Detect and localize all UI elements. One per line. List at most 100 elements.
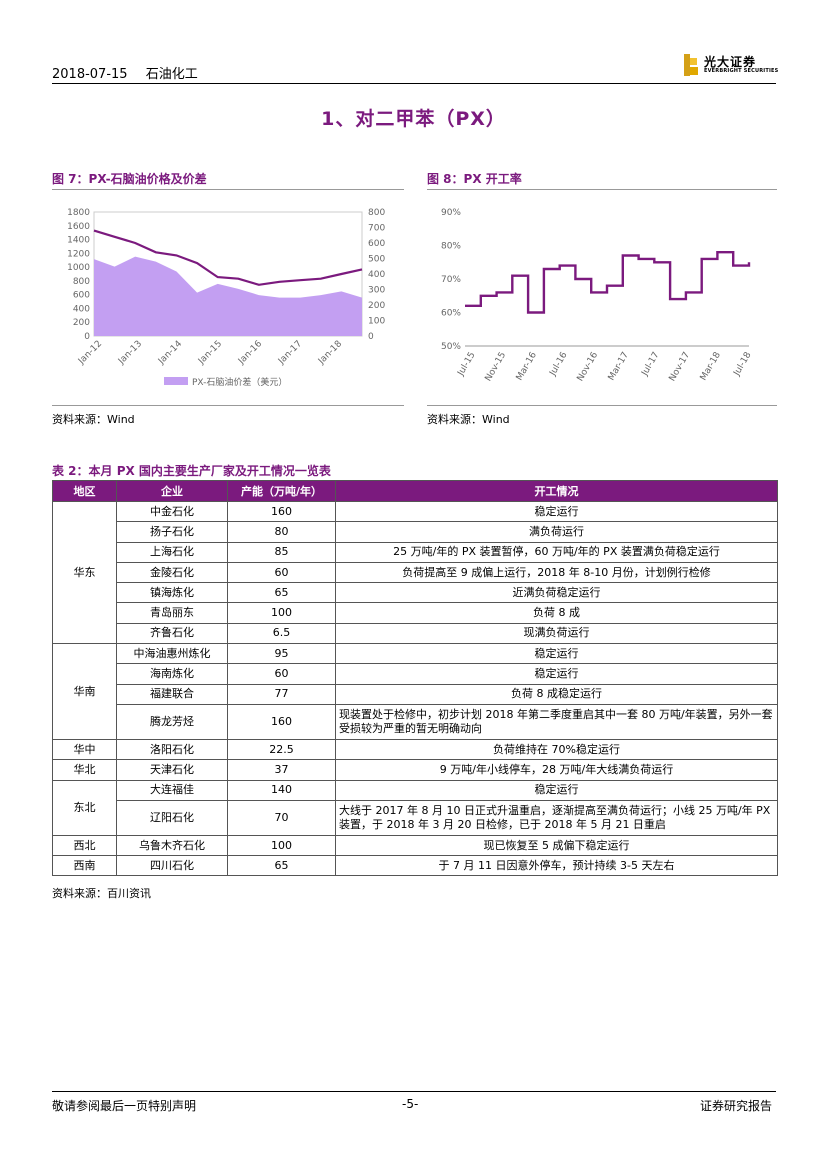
footer-divider <box>52 1091 776 1092</box>
report-category: 石油化工 <box>145 67 198 82</box>
y-tick-label: 70% <box>441 275 461 285</box>
table-row: 西北 乌鲁木齐石化 100 现已恢复至 5 成偏下稳定运行 <box>52 834 778 857</box>
report-header: 2018-07-15 石油化工 <box>52 63 212 82</box>
status-cell: 负荷提高至 9 成偏上运行，2018 年 8-10 月份，计划例行检修 <box>335 561 778 584</box>
table-row: 华北 天津石化 37 9 万吨/年小线停车，28 万吨/年大线满负荷运行 <box>52 759 778 781</box>
right-y-tick-label: 400 <box>368 270 385 280</box>
status-cell: 25 万吨/年的 PX 装置暂停，60 万吨/年的 PX 装置满负荷稳定运行 <box>335 541 778 563</box>
table-row: 镇海炼化 65 近满负荷稳定运行 <box>53 582 778 604</box>
x-tick-label: Jan-15 <box>196 339 224 367</box>
table-row: 东北 大连福佳 140 稳定运行 <box>52 779 778 836</box>
capacity-cell: 140 <box>227 779 336 801</box>
status-cell: 于 7 月 11 日因意外停车，预计持续 3-5 天左右 <box>335 855 778 877</box>
figure-7-title: 图 7：PX-石脑油价格及价差 <box>52 172 207 186</box>
region-cell: 西南 <box>52 855 117 877</box>
company-cell: 齐鲁石化 <box>116 622 228 645</box>
table-row: 辽阳石化 70 大线于 2017 年 8 月 10 日正式升温重启，逐渐提高至满… <box>53 799 778 836</box>
capacity-cell: 80 <box>227 521 336 543</box>
company-cell: 腾龙芳烃 <box>116 703 228 740</box>
brand-logo: 光大证券 EVERBRIGHT SECURITIES <box>684 52 780 80</box>
capacity-cell: 6.5 <box>227 622 336 645</box>
table-row: 金陵石化 60 负荷提高至 9 成偏上运行，2018 年 8-10 月份，计划例… <box>53 561 778 584</box>
x-tick-label: Jul-15 <box>456 351 478 379</box>
table-header-row: 地区 企业 产能（万吨/年） 开工情况 <box>52 480 778 502</box>
x-tick-label: Jul-16 <box>548 350 570 378</box>
left-y-tick-label: 0 <box>84 332 90 342</box>
left-y-tick-label: 200 <box>73 318 90 328</box>
x-tick-label: Mar-18 <box>699 350 723 382</box>
status-cell: 大线于 2017 年 8 月 10 日正式升温重启，逐渐提高至满负荷运行；小线 … <box>335 799 778 836</box>
left-y-tick-label: 1800 <box>67 208 90 218</box>
table-source: 资料来源：百川资讯 <box>52 887 151 900</box>
right-y-tick-label: 100 <box>368 317 385 327</box>
table-row: 腾龙芳烃 160 现装置处于检修中，初步计划 2018 年第二季度重启其中一套 … <box>53 703 778 740</box>
status-cell: 负荷维持在 70%稳定运行 <box>335 738 778 761</box>
company-cell: 大连福佳 <box>116 779 228 801</box>
x-tick-label: Nov-17 <box>668 351 693 384</box>
right-y-tick-label: 200 <box>368 301 385 311</box>
y-tick-label: 50% <box>441 342 461 352</box>
company-cell: 海南炼化 <box>116 663 228 685</box>
region-cell: 华东 <box>52 500 117 645</box>
company-cell: 镇海炼化 <box>116 582 228 604</box>
status-cell: 稳定运行 <box>335 643 778 665</box>
x-tick-label: Nov-16 <box>576 350 601 383</box>
company-cell: 中海油惠州炼化 <box>116 643 228 665</box>
right-y-tick-label: 300 <box>368 286 385 296</box>
px-producers-table: 地区 企业 产能（万吨/年） 开工情况 华东 中金石化 160 稳定运行 扬子石… <box>52 480 778 877</box>
region-cell: 西北 <box>52 834 117 857</box>
region-cell: 华北 <box>52 759 117 781</box>
status-cell: 9 万吨/年小线停车，28 万吨/年大线满负荷运行 <box>335 759 778 781</box>
figure-8-source: 资料来源：Wind <box>427 413 510 426</box>
footer-disclaimer: 敬请参阅最后一页特别声明 <box>52 1099 197 1113</box>
x-tick-label: Jan-12 <box>76 339 104 367</box>
figure-7-bottom-rule <box>52 405 404 406</box>
capacity-cell: 65 <box>227 855 336 877</box>
company-cell: 四川石化 <box>116 855 228 877</box>
logo-mark-icon <box>684 54 698 76</box>
left-y-tick-label: 600 <box>73 291 90 301</box>
company-cell: 洛阳石化 <box>116 738 228 761</box>
region-cell: 华中 <box>52 738 117 761</box>
status-cell: 稳定运行 <box>335 500 778 523</box>
right-y-tick-label: 600 <box>368 239 385 249</box>
y-tick-label: 80% <box>441 242 461 252</box>
left-y-tick-label: 1400 <box>67 236 90 246</box>
status-cell: 负荷 8 成稳定运行 <box>335 683 778 705</box>
company-cell: 上海石化 <box>116 541 228 563</box>
table-row: 上海石化 85 25 万吨/年的 PX 装置暂停，60 万吨/年的 PX 装置满… <box>53 541 778 563</box>
left-y-tick-label: 1600 <box>67 222 90 232</box>
company-cell: 天津石化 <box>116 759 228 781</box>
region-cell: 东北 <box>52 779 117 836</box>
table-row: 西南 四川石化 65 于 7 月 11 日因意外停车，预计持续 3-5 天左右 <box>52 855 778 877</box>
operating-rate-chart: 50% 60% 70% 80% 90% Jul-15 Nov-15 Mar-16 Jul-16 N… <box>441 208 754 384</box>
status-cell: 现装置处于检修中，初步计划 2018 年第二季度重启其中一套 80 万吨/年装置… <box>335 703 778 740</box>
status-cell: 满负荷运行 <box>335 521 778 543</box>
x-tick-label: Mar-16 <box>515 350 539 382</box>
company-cell: 辽阳石化 <box>116 799 228 836</box>
right-y-tick-label: 500 <box>368 255 385 265</box>
right-y-tick-label: 700 <box>368 224 385 234</box>
x-tick-label: Jul-17 <box>640 351 662 379</box>
figure-8-title: 图 8：PX 开工率 <box>427 172 522 186</box>
figure-7-top-rule <box>52 189 404 190</box>
company-cell: 福建联合 <box>116 683 228 705</box>
table-row: 扬子石化 80 满负荷运行 <box>53 521 778 543</box>
legend-swatch <box>164 377 188 385</box>
capacity-cell: 160 <box>227 500 336 523</box>
figure-7-source: 资料来源：Wind <box>52 413 135 426</box>
status-cell: 稳定运行 <box>335 663 778 685</box>
column-header-company: 企业 <box>116 480 228 502</box>
capacity-cell: 65 <box>227 582 336 604</box>
x-tick-label: Jan-14 <box>156 339 184 367</box>
capacity-cell: 60 <box>227 561 336 584</box>
capacity-cell: 70 <box>227 799 336 836</box>
header-divider <box>52 83 776 84</box>
table-row: 青岛丽东 100 负荷 8 成 <box>53 602 778 624</box>
x-tick-label: Nov-15 <box>484 351 509 384</box>
figure-8-top-rule <box>427 189 777 190</box>
price-line <box>93 229 363 286</box>
x-tick-label: Jan-16 <box>236 339 264 367</box>
x-tick-label: Jan-13 <box>116 339 144 367</box>
capacity-cell: 22.5 <box>227 738 336 761</box>
